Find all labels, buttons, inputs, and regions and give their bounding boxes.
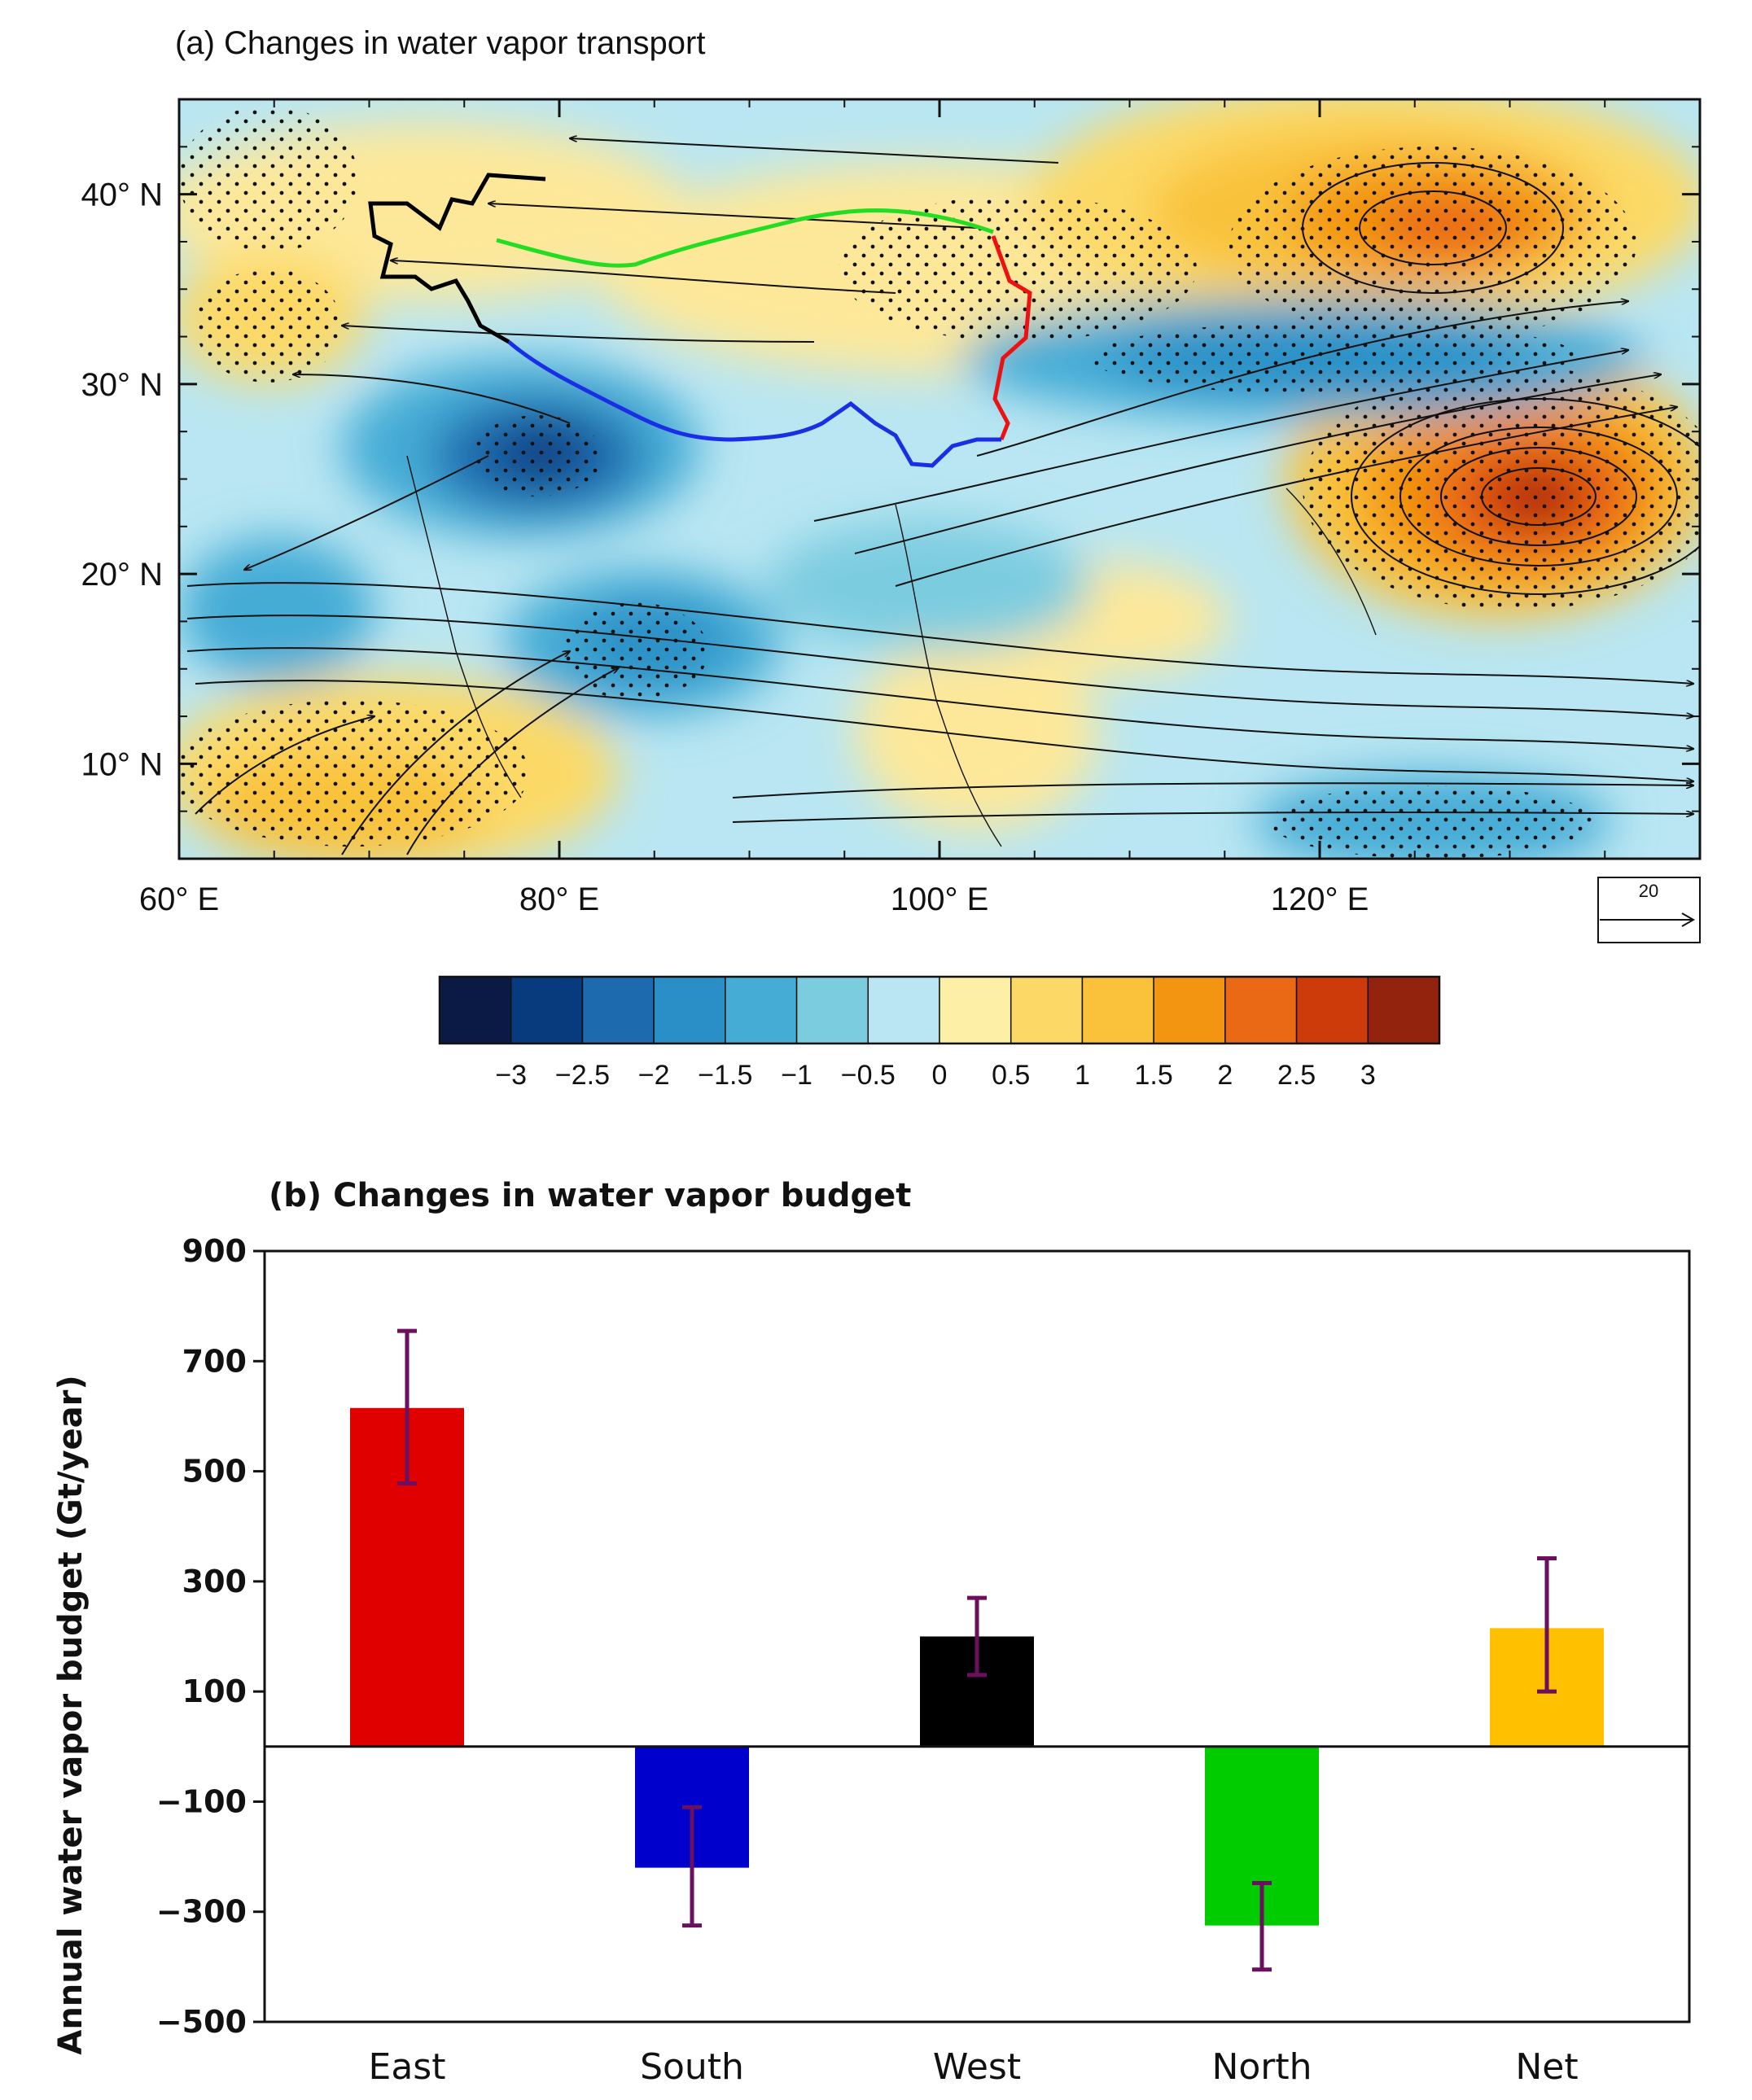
y-tick-label: 700 (182, 1343, 247, 1379)
x-tick-label: 80° E (519, 882, 599, 917)
category-label: Net (1515, 2046, 1578, 2088)
colorbar-label: −2 (638, 1060, 670, 1091)
colorbar-label: 2.5 (1277, 1060, 1316, 1091)
x-tick-label: 100° E (891, 882, 989, 917)
colorbar: −3 −2.5 −2 −1.5 −1 −0.5 0 0.5 1 1.5 2 2.5 3 (438, 975, 1441, 1091)
east-boundary (991, 235, 1032, 440)
colorbar-swatch (795, 976, 869, 1044)
y-tick-label: 10° N (81, 746, 164, 782)
colorbar-label: 0.5 (992, 1060, 1030, 1091)
x-tick-label: 120° E (1271, 882, 1369, 917)
colorbar-swatch (439, 976, 512, 1044)
coastlines (406, 455, 1377, 847)
y-tick-label: −300 (156, 1894, 247, 1930)
colorbar-swatch (725, 976, 798, 1044)
streamlines (186, 138, 1700, 855)
y-tick-label: 500 (182, 1454, 247, 1490)
colorbar-swatch (1010, 976, 1084, 1044)
map-ticks: 60° E 80° E 100° E 120° E 10° N 20° N 30° N 40°… (81, 98, 1701, 917)
colorbar-swatch (1081, 976, 1154, 1044)
panel-b-bar-chart: (b) Changes in water vapor budget Annual… (52, 1177, 1691, 2088)
colorbar-swatch (939, 976, 1012, 1044)
colorbar-swatch (653, 976, 726, 1044)
colorbar-swatch (1295, 976, 1369, 1044)
y-tick-label: 100 (182, 1673, 247, 1709)
colorbar-label: −1.5 (698, 1060, 752, 1091)
y-axis-label: Annual water vapor budget (Gt/year) (52, 1375, 90, 2054)
category-label: West (933, 2046, 1021, 2088)
colorbar-frame (438, 975, 1441, 1045)
colorbar-label: 0 (932, 1060, 948, 1091)
y-tick-label: 30° N (81, 367, 164, 403)
error-bar-west (967, 1595, 987, 1678)
y-tick-label: 300 (182, 1564, 247, 1599)
colorbar-swatch (1224, 976, 1298, 1044)
panel-a-map: (a) Changes in water vapor transport (81, 25, 1702, 1091)
y-tick-label: 40° N (81, 177, 164, 213)
colorbar-swatch (1367, 976, 1440, 1044)
colorbar-swatch (581, 976, 655, 1044)
bar-axes: East South West North Net −500 −300 −100 100 300 5… (156, 1233, 1689, 2088)
colorbar-label: 1 (1075, 1060, 1090, 1091)
south-boundary (507, 340, 1001, 468)
category-label: East (369, 2046, 446, 2088)
west-boundary (368, 173, 546, 344)
error-bar-north (1252, 1881, 1272, 1972)
colorbar-label: −1 (781, 1060, 812, 1091)
north-boundary (496, 208, 994, 268)
x-tick-label: 60° E (139, 882, 219, 917)
y-tick-label: −500 (156, 2004, 247, 2040)
colorbar-label: −2.5 (555, 1060, 610, 1091)
y-tick-label: −100 (156, 1783, 247, 1819)
colorbar-label: 3 (1360, 1060, 1376, 1091)
error-bar-net (1537, 1555, 1557, 1694)
y-tick-label: 900 (182, 1233, 247, 1269)
colorbar-label: −0.5 (841, 1060, 896, 1091)
region-boundaries (368, 173, 1032, 468)
category-label: North (1211, 2046, 1312, 2088)
category-label: South (640, 2046, 744, 2088)
reference-vector: 20 (1597, 877, 1701, 943)
bars (350, 1328, 1604, 1972)
error-bar-south (682, 1805, 702, 1928)
map-title: (a) Changes in water vapor transport (175, 25, 705, 61)
colorbar-swatch (1153, 976, 1226, 1044)
colorbar-label: 1.5 (1135, 1060, 1173, 1091)
colorbar-label: −3 (495, 1060, 527, 1091)
error-bar-east (397, 1328, 417, 1485)
bar-chart-title: (b) Changes in water vapor budget (269, 1177, 911, 1214)
plot-frame (263, 1249, 1691, 2023)
colorbar-swatch (510, 976, 584, 1044)
map-field (179, 99, 1700, 859)
colorbar-swatch (867, 976, 940, 1044)
y-tick-label: 20° N (81, 557, 164, 593)
colorbar-label: 2 (1217, 1060, 1233, 1091)
reference-vector-label: 20 (1639, 881, 1658, 901)
